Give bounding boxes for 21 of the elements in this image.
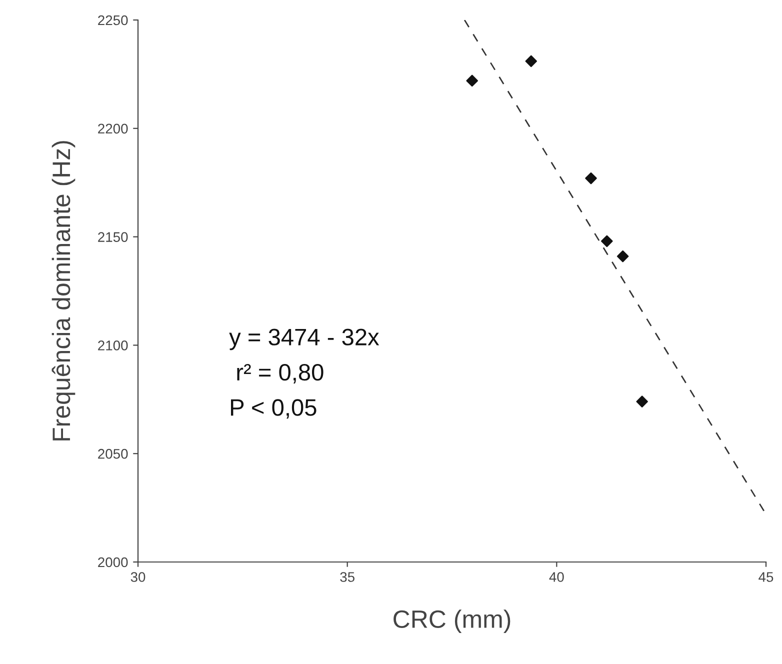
y-tick-label: 2100: [98, 340, 128, 350]
y-tick-label: 2250: [98, 15, 128, 26]
x-tick-label: 30: [130, 572, 146, 582]
point: [585, 172, 597, 184]
annotation: y = 3474 - 32x: [229, 328, 380, 350]
x-tick-label: 40: [549, 572, 564, 582]
annotation: P < 0,05: [230, 399, 316, 419]
x-axis-title: CRC (mm): [394, 610, 510, 633]
y-tick-label: 2200: [98, 124, 128, 134]
point: [616, 250, 629, 262]
y-tick-label: 2050: [98, 448, 128, 459]
y-tick-label: 2150: [98, 232, 128, 242]
x-tick-label: 45: [758, 572, 774, 582]
x-tick-label: 35: [340, 572, 354, 582]
y-axis-title: Frequência dominante (Hz): [52, 141, 76, 440]
point: [636, 396, 648, 408]
point: [525, 55, 538, 68]
point: [601, 235, 613, 248]
annotation: r² = 0,80: [237, 364, 324, 384]
y-tick-label: 2000: [98, 557, 128, 568]
point: [466, 74, 478, 87]
